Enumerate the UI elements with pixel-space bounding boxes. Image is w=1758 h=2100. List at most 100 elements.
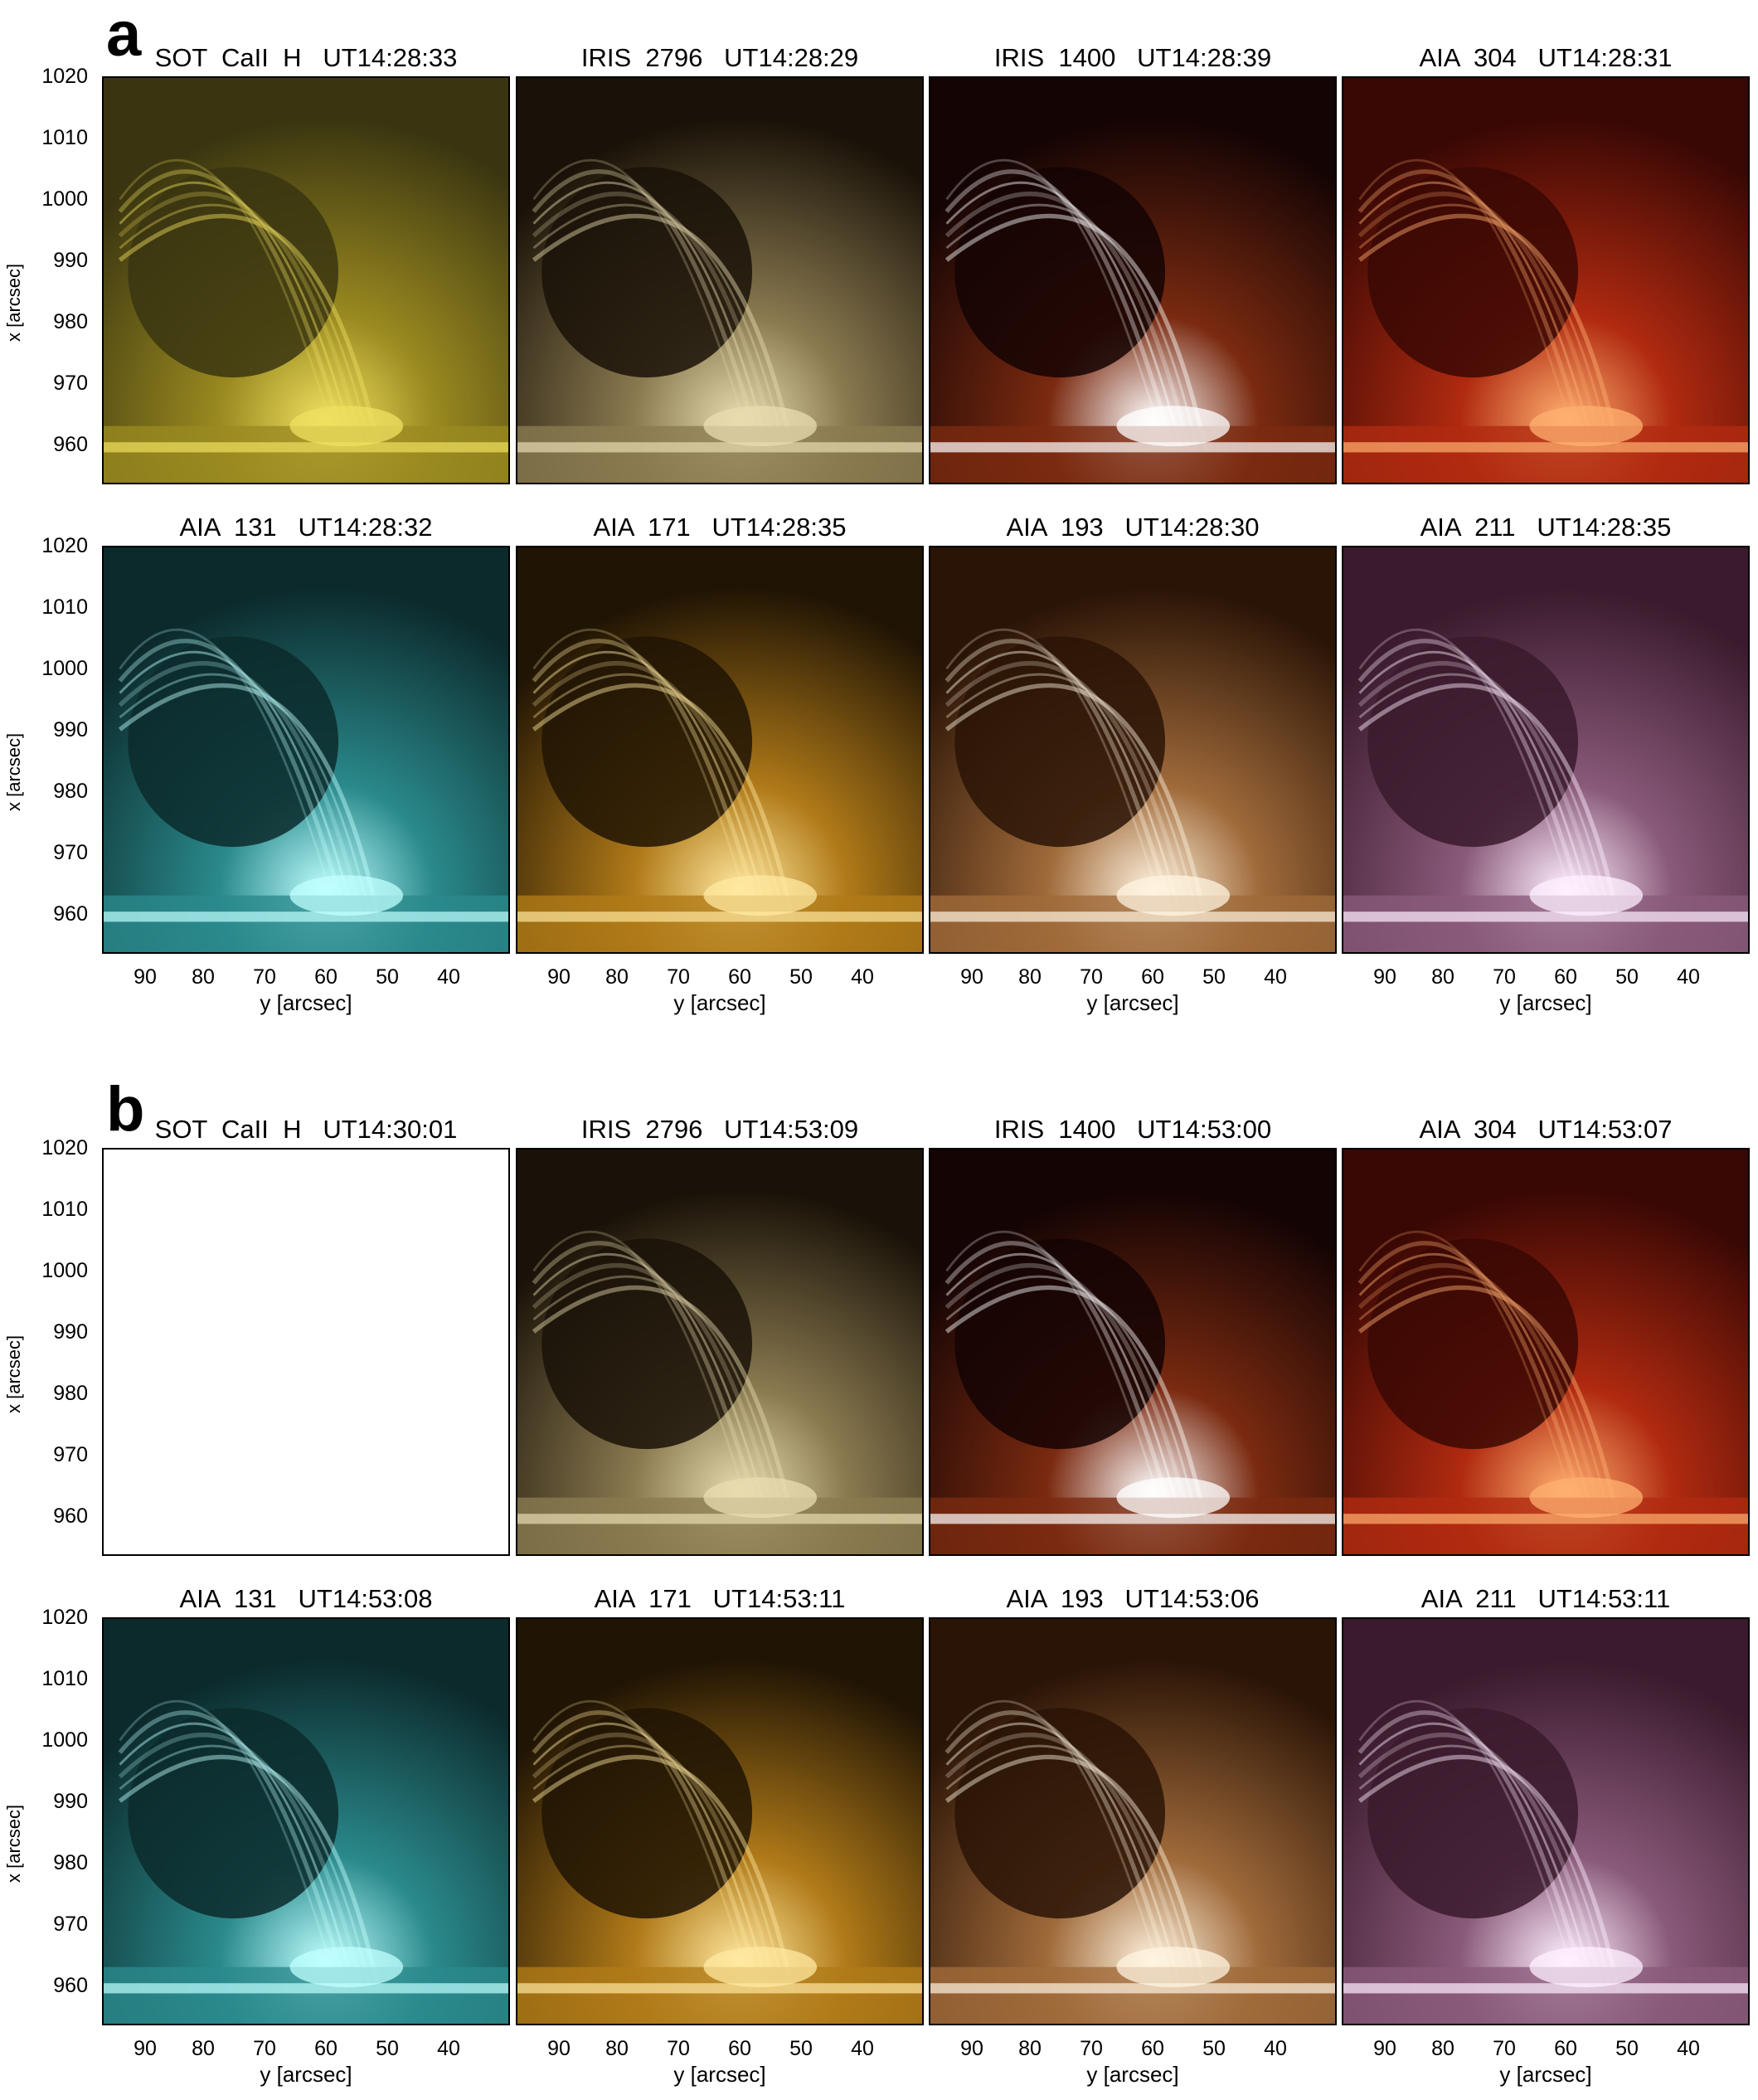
image-panel-aia171 [516, 1617, 924, 2025]
y-tick-label: 90 [547, 965, 571, 989]
x-tick-label: 1000 [41, 187, 88, 211]
y-tick-label: 60 [1141, 965, 1164, 989]
y-tick-label: 90 [1373, 2037, 1396, 2060]
y-tick-label: 50 [789, 965, 813, 989]
y-tick-label: 60 [314, 2037, 338, 2060]
panel-title: AIA 131 UT14:53:08 [179, 1584, 433, 1613]
x-tick-label: 1000 [41, 657, 88, 680]
x-tick-label: 970 [53, 1913, 88, 1936]
image-panel-iris1400 [929, 76, 1337, 484]
image-panel-aia211 [1342, 546, 1750, 954]
x-tick-label: 1010 [41, 1198, 88, 1221]
y-axis-label: y [arcsec] [1499, 2062, 1592, 2087]
y-axis-label: y [arcsec] [1086, 2062, 1179, 2087]
image-panel-sot [102, 76, 510, 484]
x-tick-label: 1020 [41, 1136, 88, 1159]
y-tick-label: 50 [1202, 965, 1226, 989]
y-tick-label: 60 [1554, 965, 1577, 989]
y-tick-label: 90 [960, 2037, 983, 2060]
image-panel-aia171 [516, 546, 924, 954]
y-tick-label: 80 [1431, 2037, 1454, 2060]
y-axis-label: y [arcsec] [673, 990, 766, 1015]
image-panel-aia304 [1342, 76, 1750, 484]
y-tick-label: 70 [667, 2037, 690, 2060]
y-tick-label: 80 [1018, 2037, 1042, 2060]
y-tick-label: 60 [314, 965, 338, 989]
y-tick-label: 40 [437, 965, 460, 989]
x-tick-label: 970 [53, 372, 88, 395]
y-tick-label: 50 [376, 965, 399, 989]
y-tick-label: 60 [728, 2037, 751, 2060]
y-tick-label: 70 [253, 965, 276, 989]
y-tick-label: 80 [605, 2037, 629, 2060]
panel-title: AIA 171 UT14:28:35 [593, 513, 847, 542]
y-tick-label: 80 [1431, 965, 1454, 989]
image-panel-aia131 [102, 546, 510, 954]
y-tick-label: 90 [134, 965, 157, 989]
y-tick-label: 50 [789, 2037, 813, 2060]
y-axis-label: y [arcsec] [1499, 990, 1592, 1015]
x-tick-label: 990 [53, 1320, 88, 1344]
panel-title: IRIS 2796 UT14:53:09 [580, 1115, 859, 1144]
x-tick-label: 970 [53, 1443, 88, 1466]
x-tick-label: 1010 [41, 595, 88, 619]
panel-title: AIA 211 UT14:53:11 [1420, 1584, 1671, 1613]
y-tick-label: 70 [1080, 2037, 1103, 2060]
y-tick-label: 50 [1615, 965, 1639, 989]
y-tick-label: 50 [376, 2037, 399, 2060]
panel-title: SOT CaII H UT14:30:01 [154, 1115, 458, 1144]
image-panel-aia304 [1342, 1148, 1750, 1556]
image-panel-iris2796 [516, 76, 924, 484]
panel-title: AIA 304 UT14:28:31 [1419, 43, 1673, 72]
y-tick-label: 40 [851, 965, 874, 989]
x-axis-label: x [arcsec] [3, 263, 24, 342]
panel-title: IRIS 2796 UT14:28:29 [580, 43, 859, 72]
x-tick-label: 1000 [41, 1259, 88, 1282]
y-tick-label: 80 [192, 965, 215, 989]
x-axis-label: x [arcsec] [3, 1334, 24, 1413]
image-panel-aia131 [102, 1617, 510, 2025]
y-tick-label: 60 [728, 965, 751, 989]
y-tick-label: 40 [1677, 2037, 1700, 2060]
y-tick-label: 50 [1615, 2037, 1639, 2060]
y-tick-label: 60 [1141, 2037, 1164, 2060]
y-axis-label: y [arcsec] [1086, 990, 1179, 1015]
image-panel-aia193 [929, 546, 1337, 954]
y-tick-label: 80 [605, 965, 629, 989]
x-tick-label: 1000 [41, 1728, 88, 1752]
y-tick-label: 70 [667, 965, 690, 989]
y-tick-label: 90 [1373, 965, 1396, 989]
section-label-a: a [106, 0, 142, 70]
y-axis-label: y [arcsec] [260, 990, 352, 1015]
x-axis-label: x [arcsec] [3, 732, 24, 811]
panel-title: AIA 131 UT14:28:32 [179, 513, 433, 542]
x-tick-label: 990 [53, 1790, 88, 1813]
x-tick-label: 1020 [41, 1606, 88, 1629]
y-tick-label: 70 [253, 2037, 276, 2060]
y-axis-label: y [arcsec] [260, 2062, 352, 2087]
x-tick-label: 990 [53, 249, 88, 272]
panel-title: AIA 171 UT14:53:11 [594, 1584, 846, 1613]
y-tick-label: 70 [1080, 965, 1103, 989]
x-tick-label: 960 [53, 1974, 88, 1997]
y-tick-label: 50 [1202, 2037, 1226, 2060]
image-panel-aia193 [929, 1617, 1337, 2025]
y-tick-label: 40 [1264, 965, 1287, 989]
y-tick-label: 40 [851, 2037, 874, 2060]
y-tick-label: 60 [1554, 2037, 1577, 2060]
panel-title: SOT CaII H UT14:28:33 [154, 43, 458, 72]
y-tick-label: 40 [1677, 965, 1700, 989]
panel-title: AIA 304 UT14:53:07 [1419, 1115, 1673, 1144]
image-panel-iris2796 [516, 1148, 924, 1556]
y-tick-label: 70 [1493, 2037, 1516, 2060]
image-panel-iris1400 [929, 1148, 1337, 1556]
panel-title: IRIS 1400 UT14:28:39 [993, 43, 1272, 72]
x-tick-label: 980 [53, 780, 88, 803]
y-tick-label: 70 [1493, 965, 1516, 989]
x-tick-label: 1020 [41, 534, 88, 557]
x-tick-label: 960 [53, 902, 88, 926]
x-axis-label: x [arcsec] [3, 1804, 24, 1883]
panel-title: IRIS 1400 UT14:53:00 [993, 1115, 1272, 1144]
panel-title: AIA 193 UT14:28:30 [1006, 513, 1260, 542]
image-panel-blank [102, 1148, 510, 1556]
